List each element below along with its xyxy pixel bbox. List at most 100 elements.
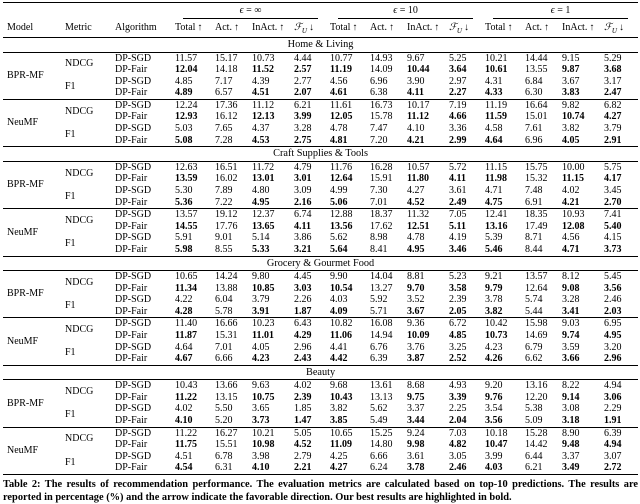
value-cell: 11.12	[252, 99, 275, 111]
section-title-row: Beauty	[3, 365, 639, 381]
value-cell: 5.64	[328, 243, 368, 257]
table-row: F1 DP-SGD 4.85 7.17 4.39 2.77 4.56 6.96 3.90 2.97…	[3, 75, 638, 100]
value-cell: 13.61	[370, 380, 393, 392]
value-cell: 3.45	[604, 184, 622, 196]
value-cell: 3.73	[250, 415, 292, 428]
value-cell: 6.72	[449, 318, 467, 330]
value-cell: 2.97	[449, 75, 467, 87]
value-cell: 10.17	[407, 99, 430, 111]
value-cell: 4.81	[328, 134, 368, 148]
value-cell: 4.19	[449, 232, 467, 244]
value-cell: 4.58	[485, 123, 503, 135]
value-cell: 7.19	[449, 99, 467, 111]
value-cell: 3.82	[562, 123, 580, 135]
value-cell: 2.07	[292, 87, 328, 100]
value-cell: 10.73	[252, 52, 275, 64]
value-cell: 6.39	[368, 353, 405, 366]
table-row: DP-Fair 11.87 15.31 11.01 4.29 11.06 14.94 10.0…	[3, 330, 638, 342]
value-cell: 11.80	[407, 173, 429, 185]
value-cell: 6.76	[370, 341, 388, 353]
value-cell: 10.73	[485, 329, 508, 341]
value-cell: 15.01	[525, 111, 548, 123]
value-cell: 3.79	[252, 294, 270, 306]
value-cell: 2.96	[602, 353, 639, 366]
algorithm-cell: DP-Fair	[111, 196, 173, 210]
value-cell: 10.43	[175, 380, 198, 392]
value-cell: 11.76	[330, 161, 353, 173]
value-cell: 15.51	[215, 439, 238, 451]
value-cell: 5.05	[294, 427, 312, 439]
algorithm-cell: DP-SGD	[115, 123, 152, 135]
value-cell: 3.99	[485, 450, 503, 462]
value-cell: 5.38	[525, 403, 543, 415]
value-cell: 14.80	[370, 439, 393, 451]
table-row: F1 DP-SGD 5.03 7.65 4.37 3.28 4.78 7.47 4.10 3.36…	[3, 123, 638, 148]
value-cell: 10.93	[562, 209, 585, 221]
col-header-fairness: ℱU ↓	[602, 19, 639, 38]
value-cell: 3.66	[560, 353, 603, 366]
section-title-row: Home & Living	[3, 37, 639, 53]
algorithm-cell: DP-SGD	[115, 209, 152, 221]
value-cell: 7.17	[215, 75, 233, 87]
value-cell: 5.78	[213, 305, 250, 319]
value-cell: 16.64	[525, 99, 548, 111]
epsilon-group-header-1: ϵ = 1	[483, 3, 638, 19]
value-cell: 6.74	[294, 209, 312, 221]
value-cell: 15.31	[215, 329, 238, 341]
value-cell: 10.18	[485, 427, 508, 439]
col-header-total: Total ↑	[483, 19, 524, 38]
table-row: BPR-MF NDCG DP-SGD 12.63 16.51 11.72 4.79 11.76…	[3, 161, 638, 210]
value-cell: 5.29	[604, 52, 622, 64]
value-cell: 3.73	[602, 243, 639, 257]
value-cell: 2.27	[447, 87, 484, 100]
value-cell: 4.02	[294, 380, 312, 392]
value-cell: 7.28	[213, 134, 250, 148]
value-cell: 1.85	[294, 403, 312, 415]
value-cell: 9.24	[407, 427, 425, 439]
value-cell: 3.67	[405, 305, 447, 319]
value-cell: 5.49	[368, 415, 405, 428]
value-cell: 11.57	[175, 52, 198, 64]
value-cell: 4.03	[330, 294, 348, 306]
value-cell: 6.66	[213, 353, 250, 366]
epsilon-group-row: ϵ = ∞ ϵ = 10 ϵ = 1	[3, 3, 638, 19]
value-cell: 11.15	[562, 173, 584, 185]
table-row: DP-Fair 11.34 13.88 10.85 3.03 10.54 13.27 9.70…	[3, 283, 638, 295]
value-cell: 15.75	[525, 161, 548, 173]
value-cell: 11.01	[252, 329, 274, 341]
value-cell: 13.16	[525, 380, 548, 392]
table-row: DP-Fair 14.55 17.76 13.65 4.11 13.56 17.62 12.5…	[3, 221, 638, 233]
paper-page: ϵ = ∞ ϵ = 10 ϵ = 1 Model Metric Algorith…	[3, 2, 639, 503]
value-cell: 13.01	[252, 173, 275, 185]
value-cell: 4.64	[175, 341, 193, 353]
value-cell: 5.14	[252, 232, 270, 244]
table-row: DP-Fair 5.36 7.22 4.95 2.16 5.06 7.01 4.52 2.49 4…	[3, 196, 639, 210]
value-cell: 4.28	[173, 305, 213, 319]
algorithm-cell: DP-Fair	[111, 415, 173, 428]
value-cell: 3.07	[604, 450, 622, 462]
col-header-act: Act. ↑	[523, 19, 561, 38]
model-cell: NeuMF	[3, 99, 61, 148]
value-cell: 14.42	[525, 439, 548, 451]
value-cell: 8.71	[525, 232, 543, 244]
value-cell: 6.82	[604, 99, 622, 111]
value-cell: 2.57	[294, 64, 312, 76]
value-cell: 7.30	[370, 184, 388, 196]
value-cell: 4.52	[294, 439, 312, 451]
value-cell: 5.71	[368, 305, 405, 319]
value-cell: 6.24	[370, 462, 388, 474]
value-cell: 10.23	[252, 318, 275, 330]
value-cell: 5.20	[213, 415, 250, 428]
algorithm-cell: DP-Fair	[115, 173, 148, 185]
value-cell: 16.73	[370, 99, 393, 111]
value-cell: 11.12	[407, 111, 429, 123]
value-cell: 4.27	[604, 111, 622, 123]
value-cell: 11.19	[330, 64, 352, 76]
algorithm-cell: DP-Fair	[115, 282, 148, 294]
table-row: DP-Fair 4.89 6.57 4.51 2.07 4.61 6.38 4.11 2.27 4…	[3, 87, 639, 100]
value-cell: 14.18	[215, 64, 238, 76]
value-cell: 4.54	[175, 462, 193, 474]
table-row: DP-Fair 4.54 6.31 4.10 2.21 4.27 6.24 3.78 2.46 4…	[3, 462, 638, 474]
algorithm-cell: DP-SGD	[115, 294, 152, 306]
value-cell: 2.39	[294, 391, 312, 403]
